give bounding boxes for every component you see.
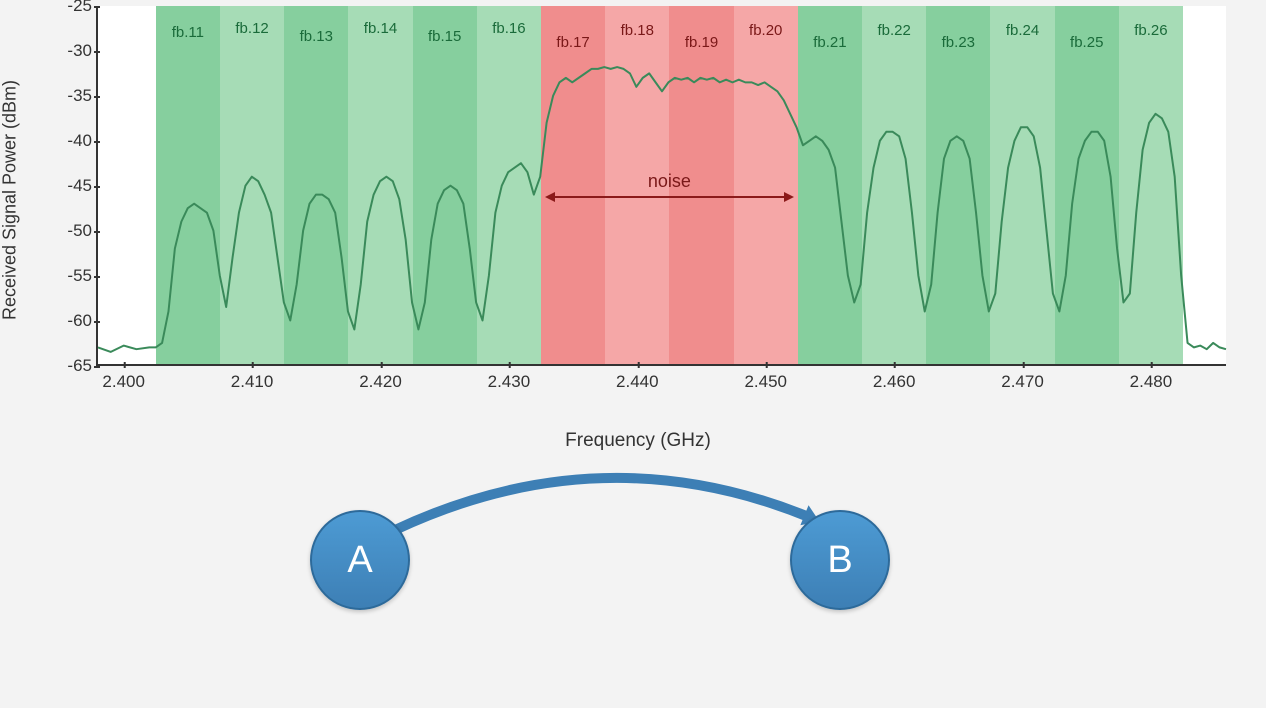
y-tick: -55 — [48, 266, 92, 286]
x-tick: 2.480 — [1130, 372, 1173, 392]
node-b: B — [790, 510, 890, 610]
x-tick: 2.400 — [102, 372, 145, 392]
x-tick: 2.470 — [1001, 372, 1044, 392]
y-tick: -45 — [48, 176, 92, 196]
x-tick: 2.420 — [359, 372, 402, 392]
node-a: A — [310, 510, 410, 610]
x-tick: 2.450 — [744, 372, 787, 392]
x-axis-label: Frequency (GHz) — [565, 430, 711, 452]
node-a-label: A — [347, 539, 372, 582]
y-tick: -35 — [48, 86, 92, 106]
y-tick: -40 — [48, 131, 92, 151]
spectrum-chart: Received Signal Power (dBm) fb.11fb.12fb… — [38, 0, 1238, 420]
transmission-arrow — [0, 470, 1266, 700]
y-tick: -50 — [48, 221, 92, 241]
x-tick: 2.460 — [873, 372, 916, 392]
x-tick: 2.410 — [231, 372, 274, 392]
y-tick: -60 — [48, 311, 92, 331]
nodes-diagram: A B — [0, 470, 1266, 700]
plot-area: fb.11fb.12fb.13fb.14fb.15fb.16fb.17fb.18… — [96, 6, 1226, 366]
x-tick: 2.440 — [616, 372, 659, 392]
x-tick: 2.430 — [488, 372, 531, 392]
y-tick: -65 — [48, 356, 92, 376]
y-tick: -30 — [48, 41, 92, 61]
y-tick: -25 — [48, 0, 92, 16]
y-axis-label: Received Signal Power (dBm) — [0, 80, 21, 320]
noise-label: noise — [648, 171, 691, 192]
noise-range-arrow — [547, 196, 792, 198]
node-b-label: B — [827, 539, 852, 582]
